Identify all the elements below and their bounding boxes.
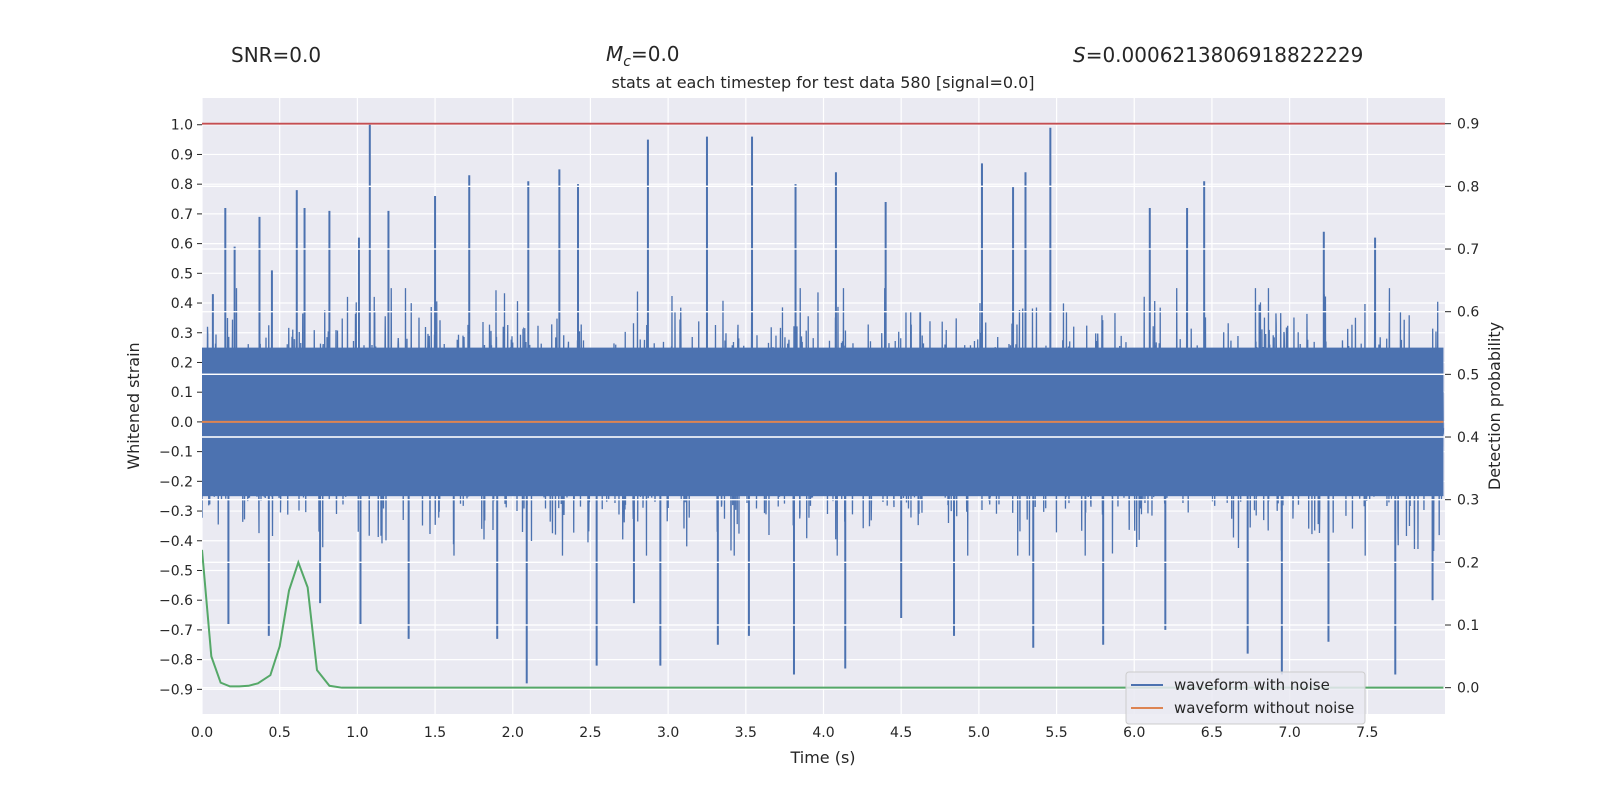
y-tick-label: 0.5 [171, 266, 193, 282]
chirp-mass-value: =0.0 [631, 42, 680, 66]
y-tick-label: 0.8 [171, 177, 193, 193]
y-tick-label: 0.7 [171, 207, 193, 223]
y-tick-label: −0.5 [159, 563, 193, 579]
x-tick-label: 0.5 [269, 725, 291, 741]
x-tick-label: 1.0 [346, 725, 368, 741]
x-tick-label: 4.5 [890, 725, 912, 741]
x-axis-ticks: 0.0 0.5 1.0 1.5 2.0 2.5 3.0 3.5 4.0 4.5 5.0 5.5 6.0 6… [191, 725, 1379, 741]
y-tick-label: −0.3 [159, 504, 193, 520]
s-symbol: S [1073, 43, 1086, 67]
y-tick-label: 0.1 [171, 385, 193, 401]
chirp-mass-symbol: M [606, 42, 623, 66]
y-axis-ticks: 1.0 0.9 0.8 0.7 0.6 0.5 0.4 0.3 0.2 0.1 0.0 −0.1 −0.… [159, 118, 202, 698]
chirp-mass-subscript: c [623, 54, 631, 70]
y-tick-label: 0.4 [171, 296, 193, 312]
y-tick-label: −0.2 [159, 474, 193, 490]
x-tick-label: 1.5 [424, 725, 446, 741]
y-tick-label: −0.8 [159, 653, 193, 669]
y-tick-label: −0.6 [159, 593, 193, 609]
x-tick-label: 2.0 [502, 725, 524, 741]
x-tick-label: 5.0 [968, 725, 990, 741]
y-tick-label: 0.3 [171, 326, 193, 342]
y-tick-label: −0.1 [159, 445, 193, 461]
y-tick-label: −0.7 [159, 623, 193, 639]
x-tick-label: 0.0 [191, 725, 213, 741]
y-tick-label: 0.2 [171, 355, 193, 371]
legend: waveform with noise waveform without noi… [1125, 671, 1366, 725]
series-detection-probability [202, 549, 1444, 689]
y2-tick-label: 0.6 [1457, 305, 1479, 321]
y-axis-label: Whitened strain [124, 342, 143, 469]
legend-box [1125, 671, 1366, 725]
legend-label-waveform-with-noise: waveform with noise [1174, 676, 1330, 694]
s-value: =0.0006213806918822229 [1086, 43, 1364, 67]
x-tick-label: 3.0 [657, 725, 679, 741]
x-tick-label: 7.5 [1356, 725, 1378, 741]
y2-axis-label: Detection probability [1485, 322, 1504, 490]
x-tick-label: 7.0 [1278, 725, 1300, 741]
y-tick-label: 0.9 [171, 147, 193, 163]
y2-tick-label: 0.5 [1457, 367, 1479, 383]
y-tick-label: −0.4 [159, 534, 193, 550]
y2-tick-label: 0.4 [1457, 430, 1479, 446]
y2-tick-label: 0.1 [1457, 618, 1479, 634]
x-tick-label: 4.0 [812, 725, 834, 741]
y2-tick-label: 0.8 [1457, 179, 1479, 195]
chart-title: stats at each timestep for test data 580… [611, 73, 1034, 92]
y2-tick-label: 0.9 [1457, 117, 1479, 133]
x-tick-label: 6.0 [1123, 725, 1145, 741]
x-tick-label: 2.5 [579, 725, 601, 741]
y-tick-label: 0.0 [171, 415, 193, 431]
y-tick-label: −0.9 [159, 682, 193, 698]
y2-axis-ticks: 0.9 0.8 0.7 0.6 0.5 0.4 0.3 0.2 0.1 0.0 [1445, 117, 1479, 697]
x-axis-label: Time (s) [789, 748, 855, 767]
snr-stat: SNR=0.0 [231, 43, 321, 67]
legend-label-waveform-without-noise: waveform without noise [1174, 699, 1354, 717]
chirp-mass-stat: Mc=0.0 [606, 42, 680, 70]
s-stat: S=0.0006213806918822229 [1073, 43, 1363, 67]
y2-tick-label: 0.2 [1457, 555, 1479, 571]
y-tick-label: 1.0 [171, 118, 193, 134]
y2-tick-label: 0.3 [1457, 493, 1479, 509]
x-tick-label: 3.5 [735, 725, 757, 741]
overlay-lines [202, 122, 1445, 689]
y2-tick-label: 0.0 [1457, 681, 1479, 697]
y-tick-label: 0.6 [171, 237, 193, 253]
y2-tick-label: 0.7 [1457, 242, 1479, 258]
x-tick-label: 5.5 [1045, 725, 1067, 741]
x-tick-label: 6.5 [1201, 725, 1223, 741]
